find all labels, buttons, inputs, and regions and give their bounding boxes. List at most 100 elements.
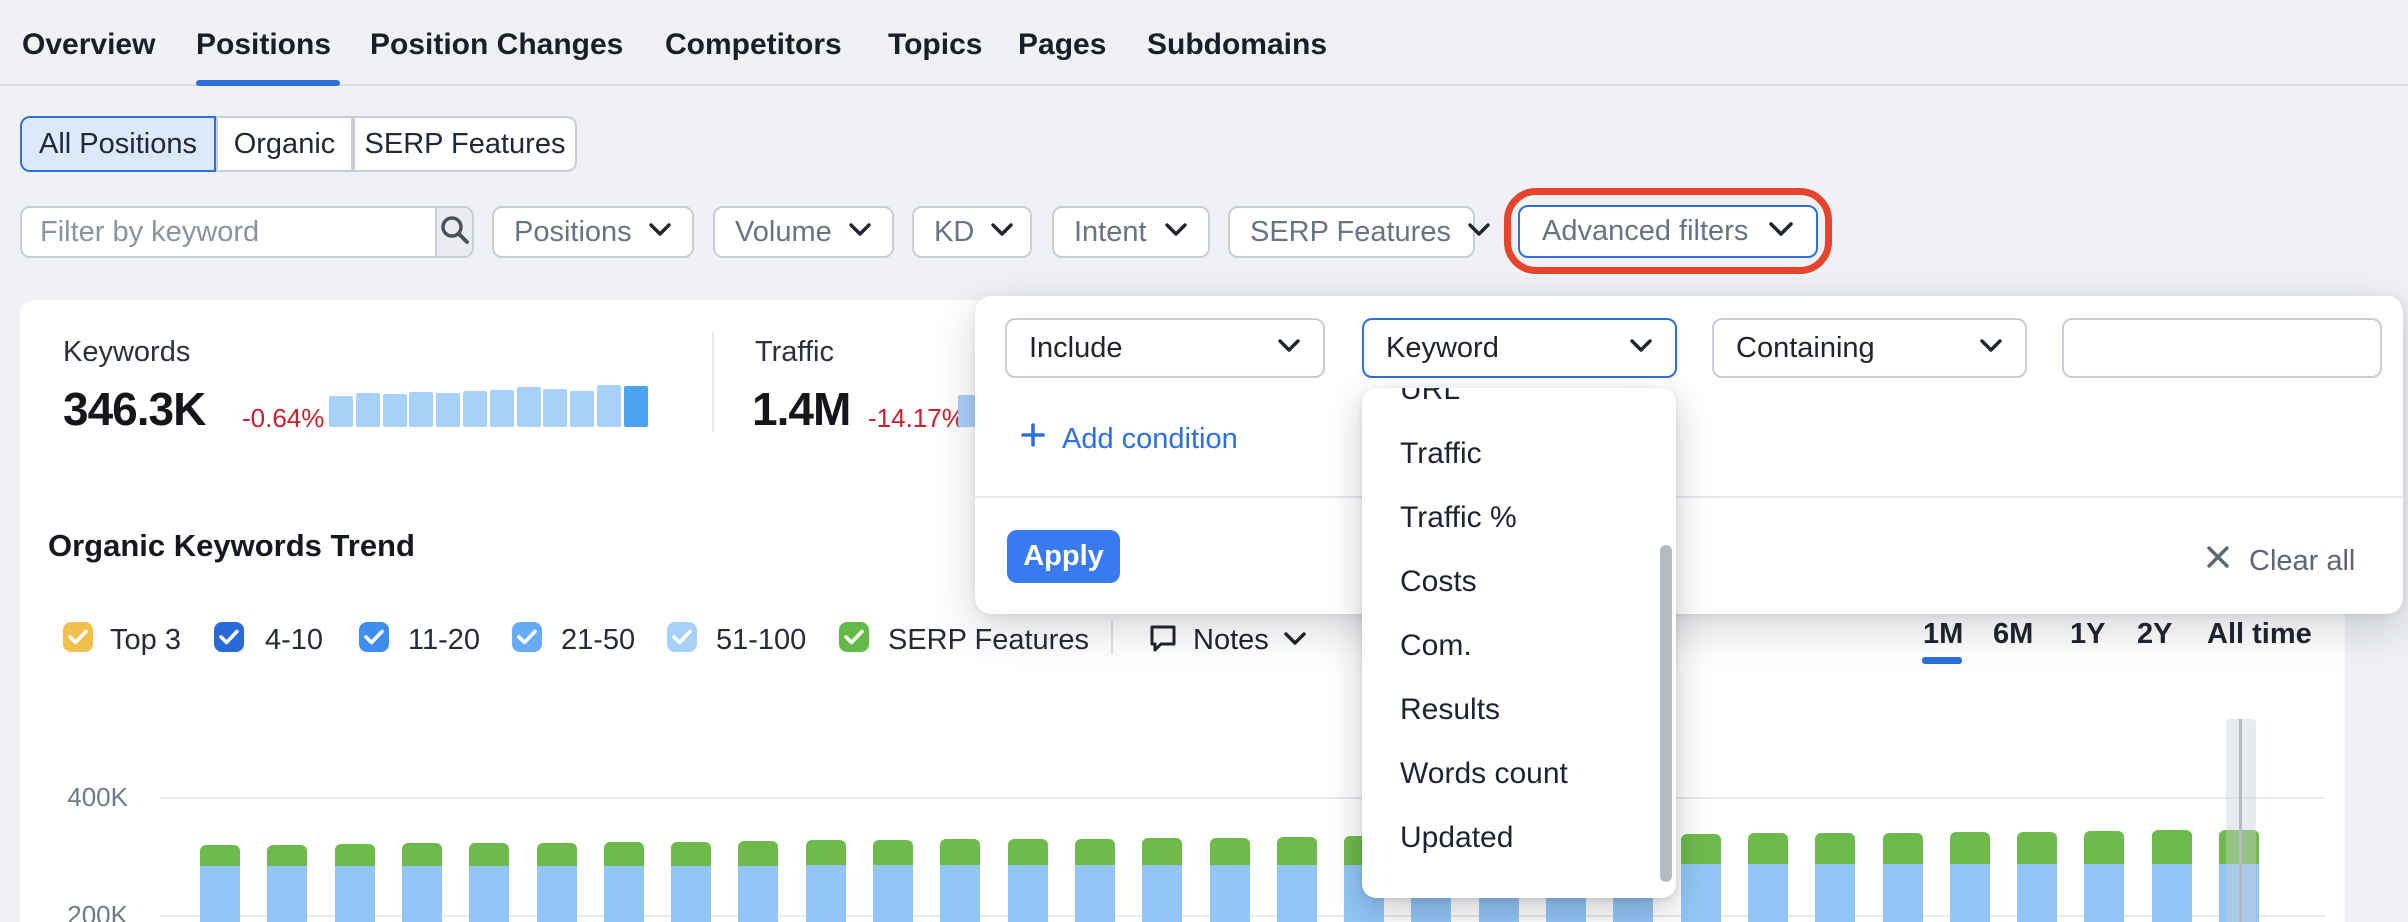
chart-bar-positions-segment [940,865,981,922]
field-option-url[interactable]: URL [1400,388,1461,406]
field-option-results[interactable]: Results [1400,693,1501,726]
condition-match-select[interactable]: Containing [1712,318,2027,378]
nav-item-competitors[interactable]: Competitors [665,28,842,61]
keywords-stat-label: Keywords [63,336,191,368]
chevron-down-icon [1467,222,1491,242]
chart-bar-serp-segment [1074,838,1115,866]
keywords-spark-bar [543,389,568,427]
legend-checkbox-4-10[interactable] [214,622,244,652]
filter-dropdown-label: Positions [514,215,632,248]
nav-item-subdomains[interactable]: Subdomains [1147,28,1328,61]
notes-label: Notes [1193,624,1269,656]
chart-bar-positions-segment [1815,864,1856,922]
legend-checkbox-top-3[interactable] [63,622,93,652]
chart-bar-serp-segment [1680,833,1721,865]
nav-item-pages[interactable]: Pages [1018,28,1107,61]
view-tab-organic[interactable]: Organic [216,116,353,172]
range-6m[interactable]: 6M [1993,618,2034,650]
field-option-traffic[interactable]: Traffic [1400,437,1482,470]
field-option-com[interactable]: Com. [1400,629,1472,662]
view-tab-serp-features[interactable]: SERP Features [353,116,577,172]
keywords-spark-bar [516,387,541,427]
legend-label-top-3: Top 3 [110,624,181,656]
range-2y[interactable]: 2Y [2137,618,2173,650]
chart-bar-positions-segment [738,865,779,922]
keyword-filter-group [20,206,474,258]
legend-checkbox-51-100[interactable] [667,622,697,652]
chart-bar-positions-segment [2151,864,2192,922]
range-1m[interactable]: 1M [1923,618,1964,650]
legend-checkbox-21-50[interactable] [512,622,542,652]
chart-bar-serp-segment [200,845,240,867]
legend-checkbox-11-20[interactable] [359,622,389,652]
field-option-words-count[interactable]: Words count [1400,757,1568,790]
add-condition-label: Add condition [1062,422,1238,455]
chevron-down-icon [1283,631,1307,651]
notes-toggle[interactable]: Notes [1147,622,1307,659]
clear-all-button[interactable]: Clear all [2205,544,2355,578]
keywords-spark-bar [570,391,595,427]
nav-item-positions[interactable]: Positions [196,28,332,61]
nav-item-overview[interactable]: Overview [22,28,156,61]
condition-field-select[interactable]: Keyword [1362,318,1677,378]
chart-bar-positions-segment [603,865,644,922]
dropdown-scrollbar[interactable] [1660,545,1672,882]
close-icon [2205,544,2231,578]
filter-dropdown-positions[interactable]: Positions [492,206,694,258]
legend-label-21-50: 21-50 [561,624,636,656]
chart-bar-positions-segment [1949,864,1990,922]
filter-dropdown-label: SERP Features [1250,215,1451,248]
chart-bar-serp-segment [401,843,442,867]
condition-value-input[interactable] [2062,318,2382,378]
nav-item-position-changes[interactable]: Position Changes [370,28,624,61]
chart-bar-positions-segment [536,865,577,922]
chart-bar-serp-segment [738,841,779,866]
nav-item-topics[interactable]: Topics [888,28,983,61]
keywords-spark-bar [436,393,461,427]
chart-bar-serp-segment [1007,839,1048,866]
field-option-costs[interactable]: Costs [1400,565,1477,598]
filter-dropdown-intent[interactable]: Intent [1052,206,1210,258]
chevron-down-icon [1768,221,1794,242]
chart-hover-line [2239,719,2242,922]
add-condition-link[interactable]: Add condition [1020,422,1238,456]
range-all-time[interactable]: All time [2207,618,2312,650]
search-button[interactable] [435,208,472,256]
keywords-spark-bar [597,385,621,427]
chart-bar-positions-segment [805,865,846,922]
panel-divider [975,496,2403,498]
chart-bar-positions-segment [1142,865,1183,922]
chart-bar-serp-segment [1882,832,1923,865]
clear-all-label: Clear all [2249,544,2356,577]
chart-bar-positions-segment [2017,864,2058,922]
chart-bar-serp-segment [2017,831,2058,865]
field-option-updated[interactable]: Updated [1400,821,1514,854]
chevron-down-icon [1164,222,1188,242]
filter-dropdown-volume[interactable]: Volume [713,206,894,258]
legend-divider [1111,620,1113,654]
view-tab-all-positions[interactable]: All Positions [20,116,216,172]
chevron-down-icon [1979,338,2003,358]
chart-bar-positions-segment [1882,864,1923,922]
keyword-filter-input[interactable] [22,208,435,256]
chevron-down-icon [848,222,872,242]
legend-checkbox-serp-features[interactable] [839,622,869,652]
traffic-stat-change: -14.17% [868,403,965,433]
legend-label-serp-features: SERP Features [888,624,1089,656]
keywords-spark-bar [382,394,407,427]
filter-dropdown-serp-features[interactable]: SERP Features [1228,206,1490,258]
field-option-traffic[interactable]: Traffic % [1400,501,1517,534]
condition-operator-select[interactable]: Include [1005,318,1325,378]
advanced-filters-button[interactable]: Advanced filters [1518,205,1818,258]
search-icon [438,213,472,252]
range-1y[interactable]: 1Y [2070,618,2106,650]
chart-bar-serp-segment [603,842,644,866]
keywords-spark-bar [329,396,353,427]
chart-bar-serp-segment [1276,836,1317,865]
apply-button[interactable]: Apply [1007,530,1120,583]
chevron-down-icon [648,222,672,242]
chart-bar-serp-segment [1142,838,1183,866]
notes-icon [1147,622,1179,659]
chart-bar-serp-segment [805,840,846,866]
filter-dropdown-kd[interactable]: KD [912,206,1032,258]
